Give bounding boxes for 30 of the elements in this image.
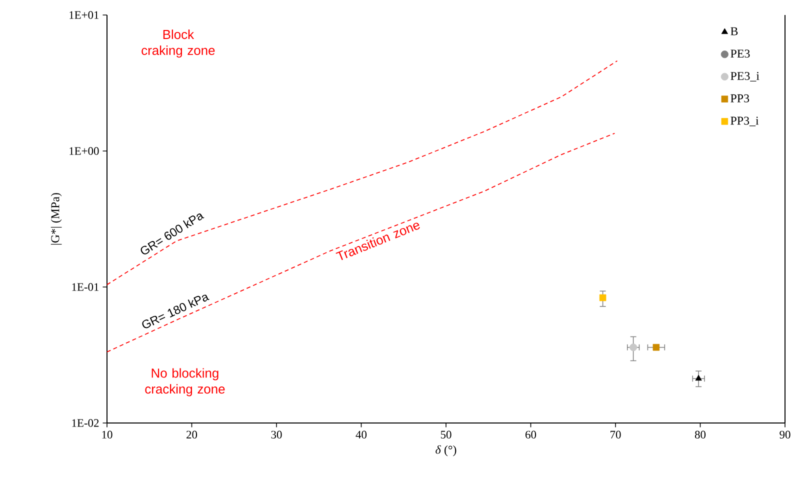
- line-series: [106, 132, 616, 352]
- y-tick-label: 1E-01: [72, 283, 99, 291]
- annotation: No blocking cracking zone: [145, 368, 225, 396]
- y-tick-label: 1E+01: [70, 11, 99, 19]
- legend-label: PE3_i: [730, 72, 760, 82]
- legend-label: PP3: [730, 94, 750, 102]
- x-tick-label: 40: [356, 430, 367, 438]
- point: [630, 344, 638, 352]
- annotation: Block craking zone: [142, 30, 215, 58]
- text: GR= 600 kPa: [140, 214, 204, 254]
- x-tick-label: 60: [526, 430, 536, 438]
- text: GR= 180 kPa: [142, 294, 210, 328]
- y-tick-label: 1E-02: [72, 419, 99, 427]
- line-series: [106, 60, 618, 286]
- legend-label: PE3: [730, 50, 750, 58]
- x-axis-title: δ (°): [436, 445, 456, 456]
- point: [599, 294, 606, 302]
- x-tick-label: 10: [102, 430, 112, 438]
- legend-label: PP3_i: [730, 116, 759, 126]
- point: [652, 344, 660, 351]
- legend-label: B: [730, 27, 738, 36]
- x-tick-label: 80: [694, 430, 706, 438]
- x-tick-label: 20: [186, 430, 198, 438]
- x-tick-label: 90: [780, 430, 790, 438]
- x-tick-label: 50: [440, 430, 452, 438]
- point: [695, 374, 702, 381]
- y-axis-title: |G*| (MPa): [50, 193, 62, 245]
- x-tick-label: 70: [610, 430, 621, 438]
- y-tick-label: 1E+00: [70, 147, 99, 155]
- x-tick-label: 30: [271, 430, 282, 438]
